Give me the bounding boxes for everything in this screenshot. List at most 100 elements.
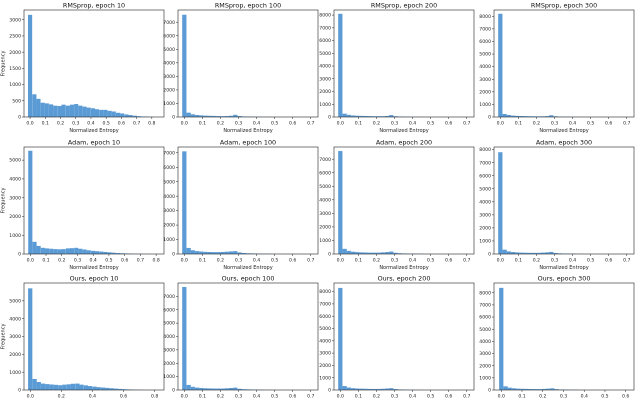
x-tick-label: 0.0 bbox=[497, 258, 504, 264]
y-tick-label: 3000 bbox=[319, 351, 331, 357]
y-tick-label: 7000 bbox=[163, 294, 175, 300]
panel-title: Ours, epoch 100 bbox=[222, 275, 275, 283]
x-tick-label: 0.1 bbox=[515, 258, 522, 264]
x-tick-label: 0.0 bbox=[27, 394, 34, 400]
y-tick-label: 1000 bbox=[9, 233, 21, 239]
histogram-bar bbox=[186, 384, 191, 390]
y-tick-label: 1000 bbox=[163, 101, 175, 107]
y-tick-label: 4000 bbox=[479, 64, 491, 70]
y-tick-label: 7000 bbox=[479, 302, 491, 308]
x-tick-label: 0.6 bbox=[605, 258, 612, 264]
histogram-bar bbox=[549, 251, 554, 254]
histogram-bar bbox=[224, 116, 229, 117]
y-tick-label: 3000 bbox=[9, 195, 21, 201]
histogram-bar bbox=[53, 384, 59, 390]
histogram-panel: 0.0 0.1 0.2 0.3 0.4 0.5 0.6 0.7 0.8 0 500 1000 1500 2… bbox=[1, 2, 165, 134]
x-tick-label: 0.5 bbox=[271, 121, 278, 127]
y-tick-label: 7000 bbox=[319, 157, 331, 163]
y-tick-label: 8000 bbox=[479, 147, 491, 153]
histogram-bar bbox=[241, 389, 246, 390]
y-tick-label: 5000 bbox=[319, 51, 331, 57]
x-axis-label: Normalized Entropy bbox=[69, 265, 118, 271]
y-tick-label: 500 bbox=[12, 98, 21, 104]
histogram-bar bbox=[199, 387, 204, 390]
axes-frame bbox=[493, 9, 635, 118]
y-axis-label: Frequency bbox=[1, 324, 7, 350]
histogram-bar bbox=[32, 241, 37, 254]
histogram-bar bbox=[511, 388, 517, 390]
histogram-bar bbox=[359, 252, 364, 254]
histogram-bar bbox=[550, 388, 555, 390]
x-axis-label: Normalized Entropy bbox=[223, 265, 272, 271]
histogram-bar bbox=[136, 116, 141, 117]
histogram-bar bbox=[516, 388, 521, 390]
histogram-bar bbox=[233, 114, 238, 117]
histogram-bar bbox=[103, 109, 108, 117]
histogram-bar bbox=[58, 385, 63, 390]
histogram-bar bbox=[359, 115, 364, 117]
x-tick-label: 0.6 bbox=[445, 394, 452, 400]
histogram-bar bbox=[346, 114, 351, 117]
y-tick-label: 5000 bbox=[479, 327, 491, 333]
histogram-bar bbox=[44, 248, 50, 254]
x-tick-label: 0.7 bbox=[307, 121, 314, 127]
y-tick-label: 3000 bbox=[479, 351, 491, 357]
histogram-bar bbox=[506, 114, 511, 117]
histogram-bar bbox=[195, 387, 200, 390]
x-tick-label: 0.5 bbox=[587, 121, 594, 127]
x-tick-label: 0.4 bbox=[253, 258, 260, 264]
histogram-bar bbox=[66, 384, 71, 390]
histogram-bar bbox=[511, 115, 516, 117]
axes-frame bbox=[333, 146, 475, 255]
y-tick-label: 5000 bbox=[9, 158, 21, 164]
y-tick-label: 6000 bbox=[479, 173, 491, 179]
histogram-bar bbox=[502, 249, 507, 254]
histogram-bar bbox=[45, 384, 50, 390]
histogram-bar bbox=[207, 388, 212, 390]
histogram-panel: 0.0 0.1 0.2 0.3 0.4 0.5 0.6 0.7 0 1000 2000 3000 400… bbox=[479, 2, 635, 134]
x-tick-label: 0.4 bbox=[90, 258, 97, 264]
x-tick-label: 0.3 bbox=[391, 258, 398, 264]
histogram-panel: 0.0 0.1 0.2 0.3 0.4 0.5 0.6 0.7 0 1000 2000 3000 400… bbox=[163, 275, 319, 400]
histogram-bar bbox=[499, 287, 504, 390]
histogram-bar bbox=[380, 252, 385, 254]
x-tick-label: 0.4 bbox=[253, 121, 260, 127]
histogram-bar bbox=[393, 389, 398, 390]
y-tick-label: 5000 bbox=[163, 321, 175, 327]
x-tick-label: 0.0 bbox=[181, 258, 188, 264]
x-tick-label: 0.4 bbox=[87, 121, 94, 127]
histogram-bar bbox=[182, 287, 187, 390]
x-tick-label: 0.4 bbox=[409, 258, 416, 264]
x-tick-label: 0.5 bbox=[103, 121, 110, 127]
histogram-bar bbox=[94, 109, 100, 117]
x-tick-label: 0.1 bbox=[199, 394, 206, 400]
y-tick-label: 2000 bbox=[319, 225, 331, 231]
x-axis-label: Normalized Entropy bbox=[539, 265, 588, 271]
y-tick-label: 2000 bbox=[9, 352, 21, 358]
histogram-panel: 0.0 0.1 0.2 0.3 0.4 0.5 0.6 0.7 0.8 0 1000 2000 3000… bbox=[1, 139, 165, 271]
histogram-bar bbox=[65, 105, 70, 117]
axes-frame bbox=[177, 146, 319, 255]
y-tick-label: 4000 bbox=[163, 60, 175, 66]
histogram-bar bbox=[389, 251, 394, 254]
histogram-bar bbox=[115, 253, 120, 254]
histogram-bar bbox=[132, 115, 137, 117]
y-tick-label: 4000 bbox=[319, 64, 331, 70]
histogram-panel: 0.0 0.1 0.2 0.3 0.4 0.5 0.6 0.7 0 1000 2000 3000 400… bbox=[319, 139, 475, 271]
y-tick-label: 6000 bbox=[319, 38, 331, 44]
histogram-bar bbox=[182, 14, 187, 118]
histogram-bar bbox=[32, 94, 37, 117]
histogram-bar bbox=[32, 378, 37, 390]
histogram-bar bbox=[27, 14, 33, 117]
x-tick-label: 0.7 bbox=[307, 258, 314, 264]
y-tick-label: 4000 bbox=[9, 177, 21, 183]
histogram-bar bbox=[363, 252, 368, 254]
histogram-bar bbox=[342, 248, 347, 254]
panel-title: RMSprop, epoch 300 bbox=[531, 2, 597, 10]
y-tick-label: 1000 bbox=[9, 82, 21, 88]
y-tick-label: 8000 bbox=[479, 290, 491, 296]
histogram-bar bbox=[546, 388, 551, 390]
histogram-bar bbox=[74, 247, 79, 254]
x-tick-label: 0.4 bbox=[409, 121, 416, 127]
histogram-bar bbox=[228, 115, 234, 117]
